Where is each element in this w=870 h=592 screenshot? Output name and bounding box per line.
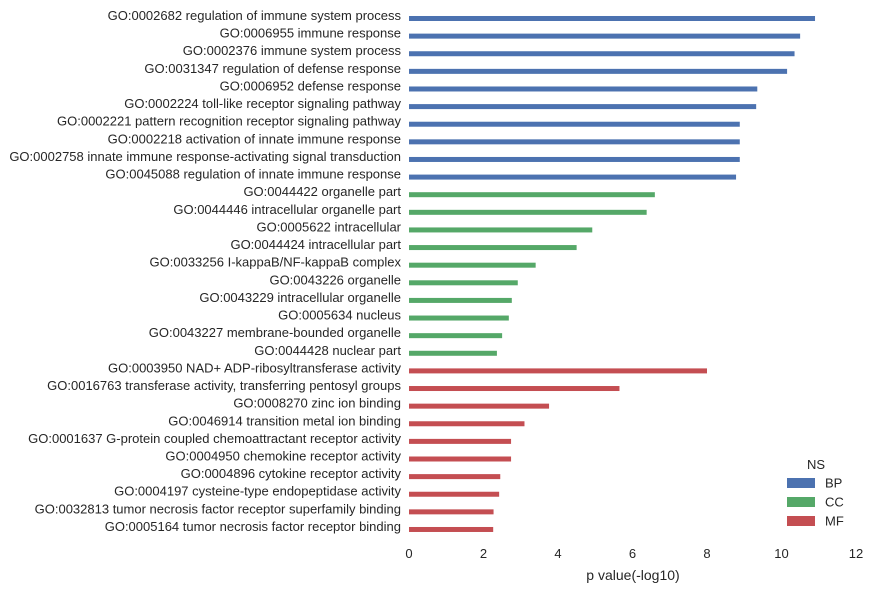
bar-cc xyxy=(409,297,512,303)
bar-mf xyxy=(409,509,494,515)
y-tick-label: GO:0002224 toll-like receptor signaling … xyxy=(124,96,401,111)
y-tick-label: GO:0044446 intracellular organelle part xyxy=(173,202,401,217)
y-tick-label: GO:0005634 nucleus xyxy=(278,308,401,323)
y-tick-label: GO:0044422 organelle part xyxy=(243,184,401,199)
y-tick-label: GO:0003950 NAD+ ADP-ribosyltransferase a… xyxy=(108,360,401,375)
y-tick-label: GO:0044428 nuclear part xyxy=(254,343,401,358)
y-tick-label: GO:0004950 chemokine receptor activity xyxy=(165,449,401,464)
y-tick-label: GO:0006952 defense response xyxy=(220,78,401,93)
y-tick-label: GO:0002376 immune system process xyxy=(183,43,402,58)
bar-mf xyxy=(409,474,501,480)
y-tick-label: GO:0045088 regulation of innate immune r… xyxy=(105,167,401,182)
bar-cc xyxy=(409,192,655,198)
bar-mf xyxy=(409,386,620,392)
y-tick-label: GO:0002682 regulation of immune system p… xyxy=(108,8,402,23)
y-tick-label: GO:0004197 cysteine-type endopeptidase a… xyxy=(114,484,401,499)
legend-swatch-bp xyxy=(787,478,815,488)
bar-bp xyxy=(409,156,740,162)
y-tick-label: GO:0004896 cytokine receptor activity xyxy=(181,466,402,481)
x-tick-label: 6 xyxy=(629,546,636,561)
bar-bp xyxy=(409,86,758,92)
y-tick-label: GO:0001637 G-protein coupled chemoattrac… xyxy=(28,431,401,446)
y-tick-label: GO:0031347 regulation of defense respons… xyxy=(144,61,401,76)
bar-cc xyxy=(409,280,518,286)
y-tick-label: GO:0002218 activation of innate immune r… xyxy=(108,131,401,146)
y-tick-labels: GO:0002682 regulation of immune system p… xyxy=(9,8,401,534)
x-tick-label: 8 xyxy=(703,546,710,561)
x-tick-label: 2 xyxy=(480,546,487,561)
y-tick-label: GO:0002758 innate immune response-activa… xyxy=(9,149,401,164)
y-tick-label: GO:0005622 intracellular xyxy=(256,219,401,234)
bar-cc xyxy=(409,315,509,321)
x-tick-label: 12 xyxy=(849,546,863,561)
legend: NS BP CC MF xyxy=(787,457,844,529)
x-tick-label: 4 xyxy=(554,546,561,561)
y-tick-label: GO:0043229 intracellular organelle xyxy=(199,290,401,305)
y-tick-label: GO:0008270 zinc ion binding xyxy=(233,396,401,411)
bar-mf xyxy=(409,456,512,462)
x-tick-label: 10 xyxy=(774,546,788,561)
bar-mf xyxy=(409,403,550,409)
x-tick-labels: 0 2 4 6 8 10 12 xyxy=(405,546,863,561)
bar-bp xyxy=(409,33,801,39)
bar-cc xyxy=(409,209,647,215)
bar-mf xyxy=(409,421,525,427)
legend-title: NS xyxy=(807,457,825,472)
y-tick-label: GO:0043226 organelle xyxy=(269,272,401,287)
bar-mf xyxy=(409,438,512,444)
bar-cc xyxy=(409,227,593,233)
y-tick-label: GO:0016763 transferase activity, transfe… xyxy=(47,378,401,393)
legend-swatch-mf xyxy=(787,516,815,526)
x-axis-label: p value(-log10) xyxy=(586,567,679,583)
bar-cc xyxy=(409,245,577,251)
x-tick-label: 0 xyxy=(405,546,412,561)
legend-label-mf: MF xyxy=(825,514,844,529)
y-tick-label: GO:0044424 intracellular part xyxy=(230,237,401,252)
legend-label-bp: BP xyxy=(825,476,842,491)
bar-bp xyxy=(409,68,788,74)
bar-cc xyxy=(409,350,497,356)
y-tick-label: GO:0033256 I-kappaB/NF-kappaB complex xyxy=(150,255,402,270)
y-tick-label: GO:0046914 transition metal ion binding xyxy=(168,413,401,428)
y-tick-label: GO:0006955 immune response xyxy=(220,26,401,41)
bar-cc xyxy=(409,262,536,268)
bar-cc xyxy=(409,333,503,339)
legend-swatch-cc xyxy=(787,497,815,507)
bars-layer xyxy=(409,16,816,532)
bar-mf xyxy=(409,491,500,497)
bar-mf xyxy=(409,526,494,532)
bar-bp xyxy=(409,16,816,21)
legend-label-cc: CC xyxy=(825,495,844,510)
bar-bp xyxy=(409,51,795,57)
bar-bp xyxy=(409,121,740,127)
bar-bp xyxy=(409,104,757,110)
y-tick-label: GO:0002221 pattern recognition receptor … xyxy=(57,114,401,129)
bar-bp xyxy=(409,174,737,180)
y-tick-label: GO:0005164 tumor necrosis factor recepto… xyxy=(105,519,401,534)
bar-bp xyxy=(409,139,740,145)
bar-mf xyxy=(409,368,707,374)
y-tick-label: GO:0032813 tumor necrosis factor recepto… xyxy=(35,501,401,516)
y-tick-label: GO:0043227 membrane-bounded organelle xyxy=(149,325,401,340)
